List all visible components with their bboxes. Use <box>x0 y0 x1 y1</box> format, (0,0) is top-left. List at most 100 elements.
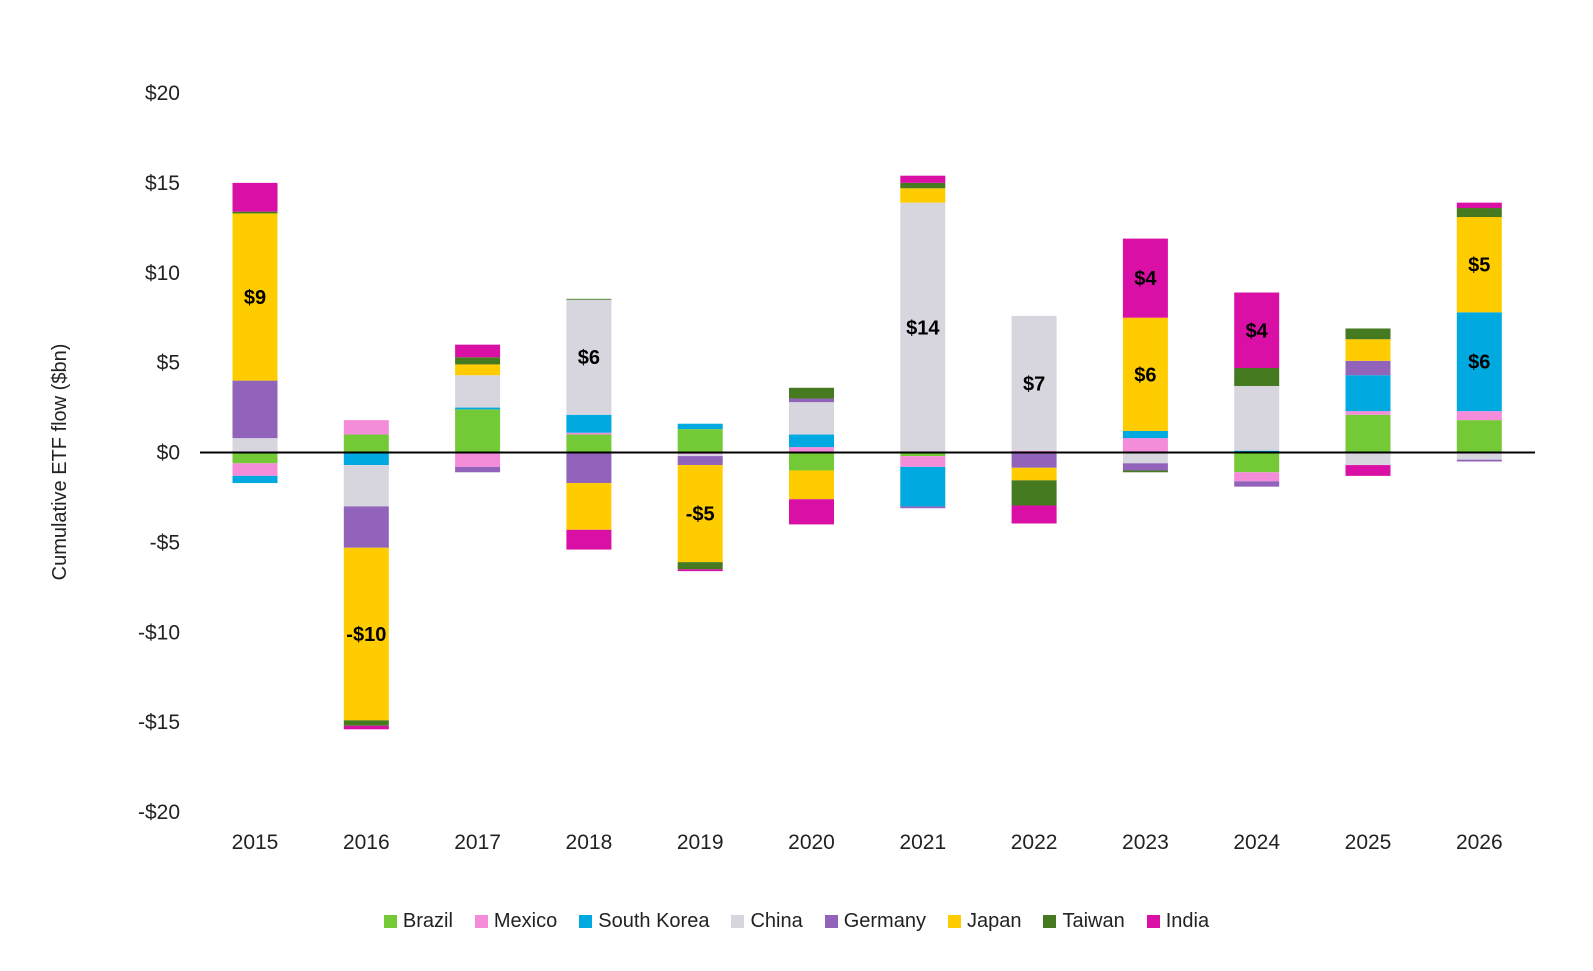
bar-segment-brazil-2021 <box>900 452 946 457</box>
legend: Brazil Mexico South Korea China Germany Japan… <box>0 910 1593 933</box>
bar-segment-taiwan-2026 <box>1456 208 1502 218</box>
x-tick-label: 2021 <box>899 831 946 854</box>
legend-swatch <box>731 915 745 928</box>
y-tick-label: -$20 <box>138 801 180 824</box>
bar-segment-germany-2025 <box>1345 360 1391 376</box>
bar-segment-south-korea-2025 <box>1345 375 1391 412</box>
bar-segment-mexico-2023 <box>1122 438 1168 453</box>
bar-segment-south-korea-2018 <box>566 414 612 433</box>
legend-label: India <box>1165 910 1210 932</box>
bar-segment-china-2026 <box>1456 452 1502 460</box>
bar-segment-germany-2020 <box>789 398 834 403</box>
legend-swatch <box>383 915 397 928</box>
bar-segment-japan-2021 <box>900 188 946 203</box>
bar-segment-china-2018 <box>566 299 612 415</box>
bar-segment-germany-2021 <box>900 506 946 509</box>
bar-segment-japan-2022 <box>1011 467 1057 481</box>
bar-segment-taiwan-2015 <box>232 211 278 214</box>
bar-segment-india-2019 <box>677 569 723 572</box>
bar-segment-japan-2018 <box>566 483 612 530</box>
bar-segment-brazil-2018 <box>566 434 612 453</box>
data-label: $6 <box>1134 364 1156 386</box>
x-tick-label: 2018 <box>566 831 613 854</box>
y-tick-label: $20 <box>145 82 180 105</box>
bar-segment-south-korea-2019 <box>677 423 723 430</box>
y-tick-label: $5 <box>157 352 180 375</box>
bar-segment-mexico-2015 <box>232 463 278 476</box>
bar-segment-taiwan-2024 <box>1234 368 1280 386</box>
legend-label: Taiwan <box>1062 910 1125 932</box>
legend-item: South Korea <box>579 910 709 933</box>
y-tick-label: $10 <box>145 262 180 285</box>
bar-segment-germany-2023 <box>1122 463 1168 471</box>
legend-item: Germany <box>824 910 926 933</box>
bar-segment-china-2020 <box>789 402 834 435</box>
data-label: $4 <box>1134 268 1157 290</box>
data-label: $7 <box>1023 373 1045 395</box>
bar-segment-china-2021 <box>900 202 946 453</box>
bar-segment-germany-2015 <box>232 380 278 439</box>
bar-segment-china-2022 <box>1011 315 1057 451</box>
legend-item: India <box>1146 910 1210 933</box>
bar-segment-mexico-2017 <box>455 452 501 467</box>
data-label: $6 <box>578 347 600 369</box>
bar-segment-japan-2016 <box>343 547 389 721</box>
bar-segment-brazil-2020 <box>789 452 834 471</box>
bar-segment-mexico-2020 <box>789 447 834 453</box>
legend-label: Mexico <box>493 910 558 932</box>
bar-segment-india-2015 <box>232 182 278 212</box>
bar-segment-taiwan-2019 <box>677 562 723 570</box>
bar-segment-germany-2026 <box>1456 459 1502 462</box>
x-tick-label: 2023 <box>1122 831 1169 854</box>
data-label: $9 <box>244 287 266 309</box>
bar-segment-japan-2026 <box>1456 217 1502 313</box>
bar-segment-taiwan-2023 <box>1122 470 1168 473</box>
bar-segment-germany-2018 <box>566 452 612 484</box>
bar-segment-south-korea-2026 <box>1456 312 1502 412</box>
bar-segment-south-korea-2015 <box>232 475 278 484</box>
y-tick-label: -$10 <box>138 621 180 644</box>
bar-segment-japan-2015 <box>232 213 278 381</box>
legend-swatch <box>474 915 488 928</box>
bar-segment-china-2025 <box>1345 452 1391 466</box>
bar-segment-brazil-2025 <box>1345 414 1391 453</box>
bar-segment-germany-2022 <box>1011 453 1057 468</box>
bar-segment-south-korea-2020 <box>789 434 834 448</box>
legend-label: Japan <box>966 910 1022 932</box>
data-label: -$10 <box>346 624 386 646</box>
x-tick-label: 2017 <box>454 831 501 854</box>
bars <box>232 175 1502 730</box>
bar-segment-japan-2023 <box>1122 317 1168 431</box>
bar-segment-germany-2016 <box>343 506 389 548</box>
bar-segment-india-2018 <box>566 529 612 550</box>
bar-segment-south-korea-2016 <box>343 452 389 466</box>
bar-segment-japan-2020 <box>789 470 834 500</box>
bar-segment-taiwan-2025 <box>1345 328 1391 340</box>
bar-segment-brazil-2024 <box>1234 452 1280 473</box>
y-tick-label: -$15 <box>138 711 180 734</box>
bar-segment-taiwan-2021 <box>900 182 946 189</box>
bar-segment-germany-2019 <box>677 456 723 466</box>
bar-segment-south-korea-2017 <box>455 407 501 410</box>
x-tick-label: 2020 <box>788 831 835 854</box>
y-tick-label: $0 <box>157 442 180 465</box>
legend-swatch <box>1146 915 1160 928</box>
data-label: $14 <box>906 318 940 340</box>
legend-label: Brazil <box>402 910 453 932</box>
bar-segment-brazil-2019 <box>677 429 723 453</box>
data-label: $6 <box>1468 352 1490 374</box>
x-tick-label: 2024 <box>1233 831 1280 854</box>
bar-segment-india-2016 <box>343 725 389 730</box>
y-axis-ticks: $20 $15 $10 $5 $0 -$5 -$10 -$15 -$20 <box>138 82 180 824</box>
x-tick-label: 2016 <box>343 831 390 854</box>
legend-swatch <box>947 915 961 928</box>
bar-segment-south-korea-2023 <box>1122 430 1168 439</box>
bar-segment-india-2020 <box>789 499 834 525</box>
x-tick-label: 2026 <box>1456 831 1503 854</box>
bar-segment-germany-2024 <box>1234 481 1280 487</box>
bar-segment-india-2022 <box>1011 505 1057 524</box>
legend-item: Mexico <box>474 910 558 933</box>
bar-segment-india-2023 <box>1122 238 1168 318</box>
x-tick-label: 2025 <box>1345 831 1392 854</box>
bar-segment-brazil-2016 <box>343 434 389 453</box>
